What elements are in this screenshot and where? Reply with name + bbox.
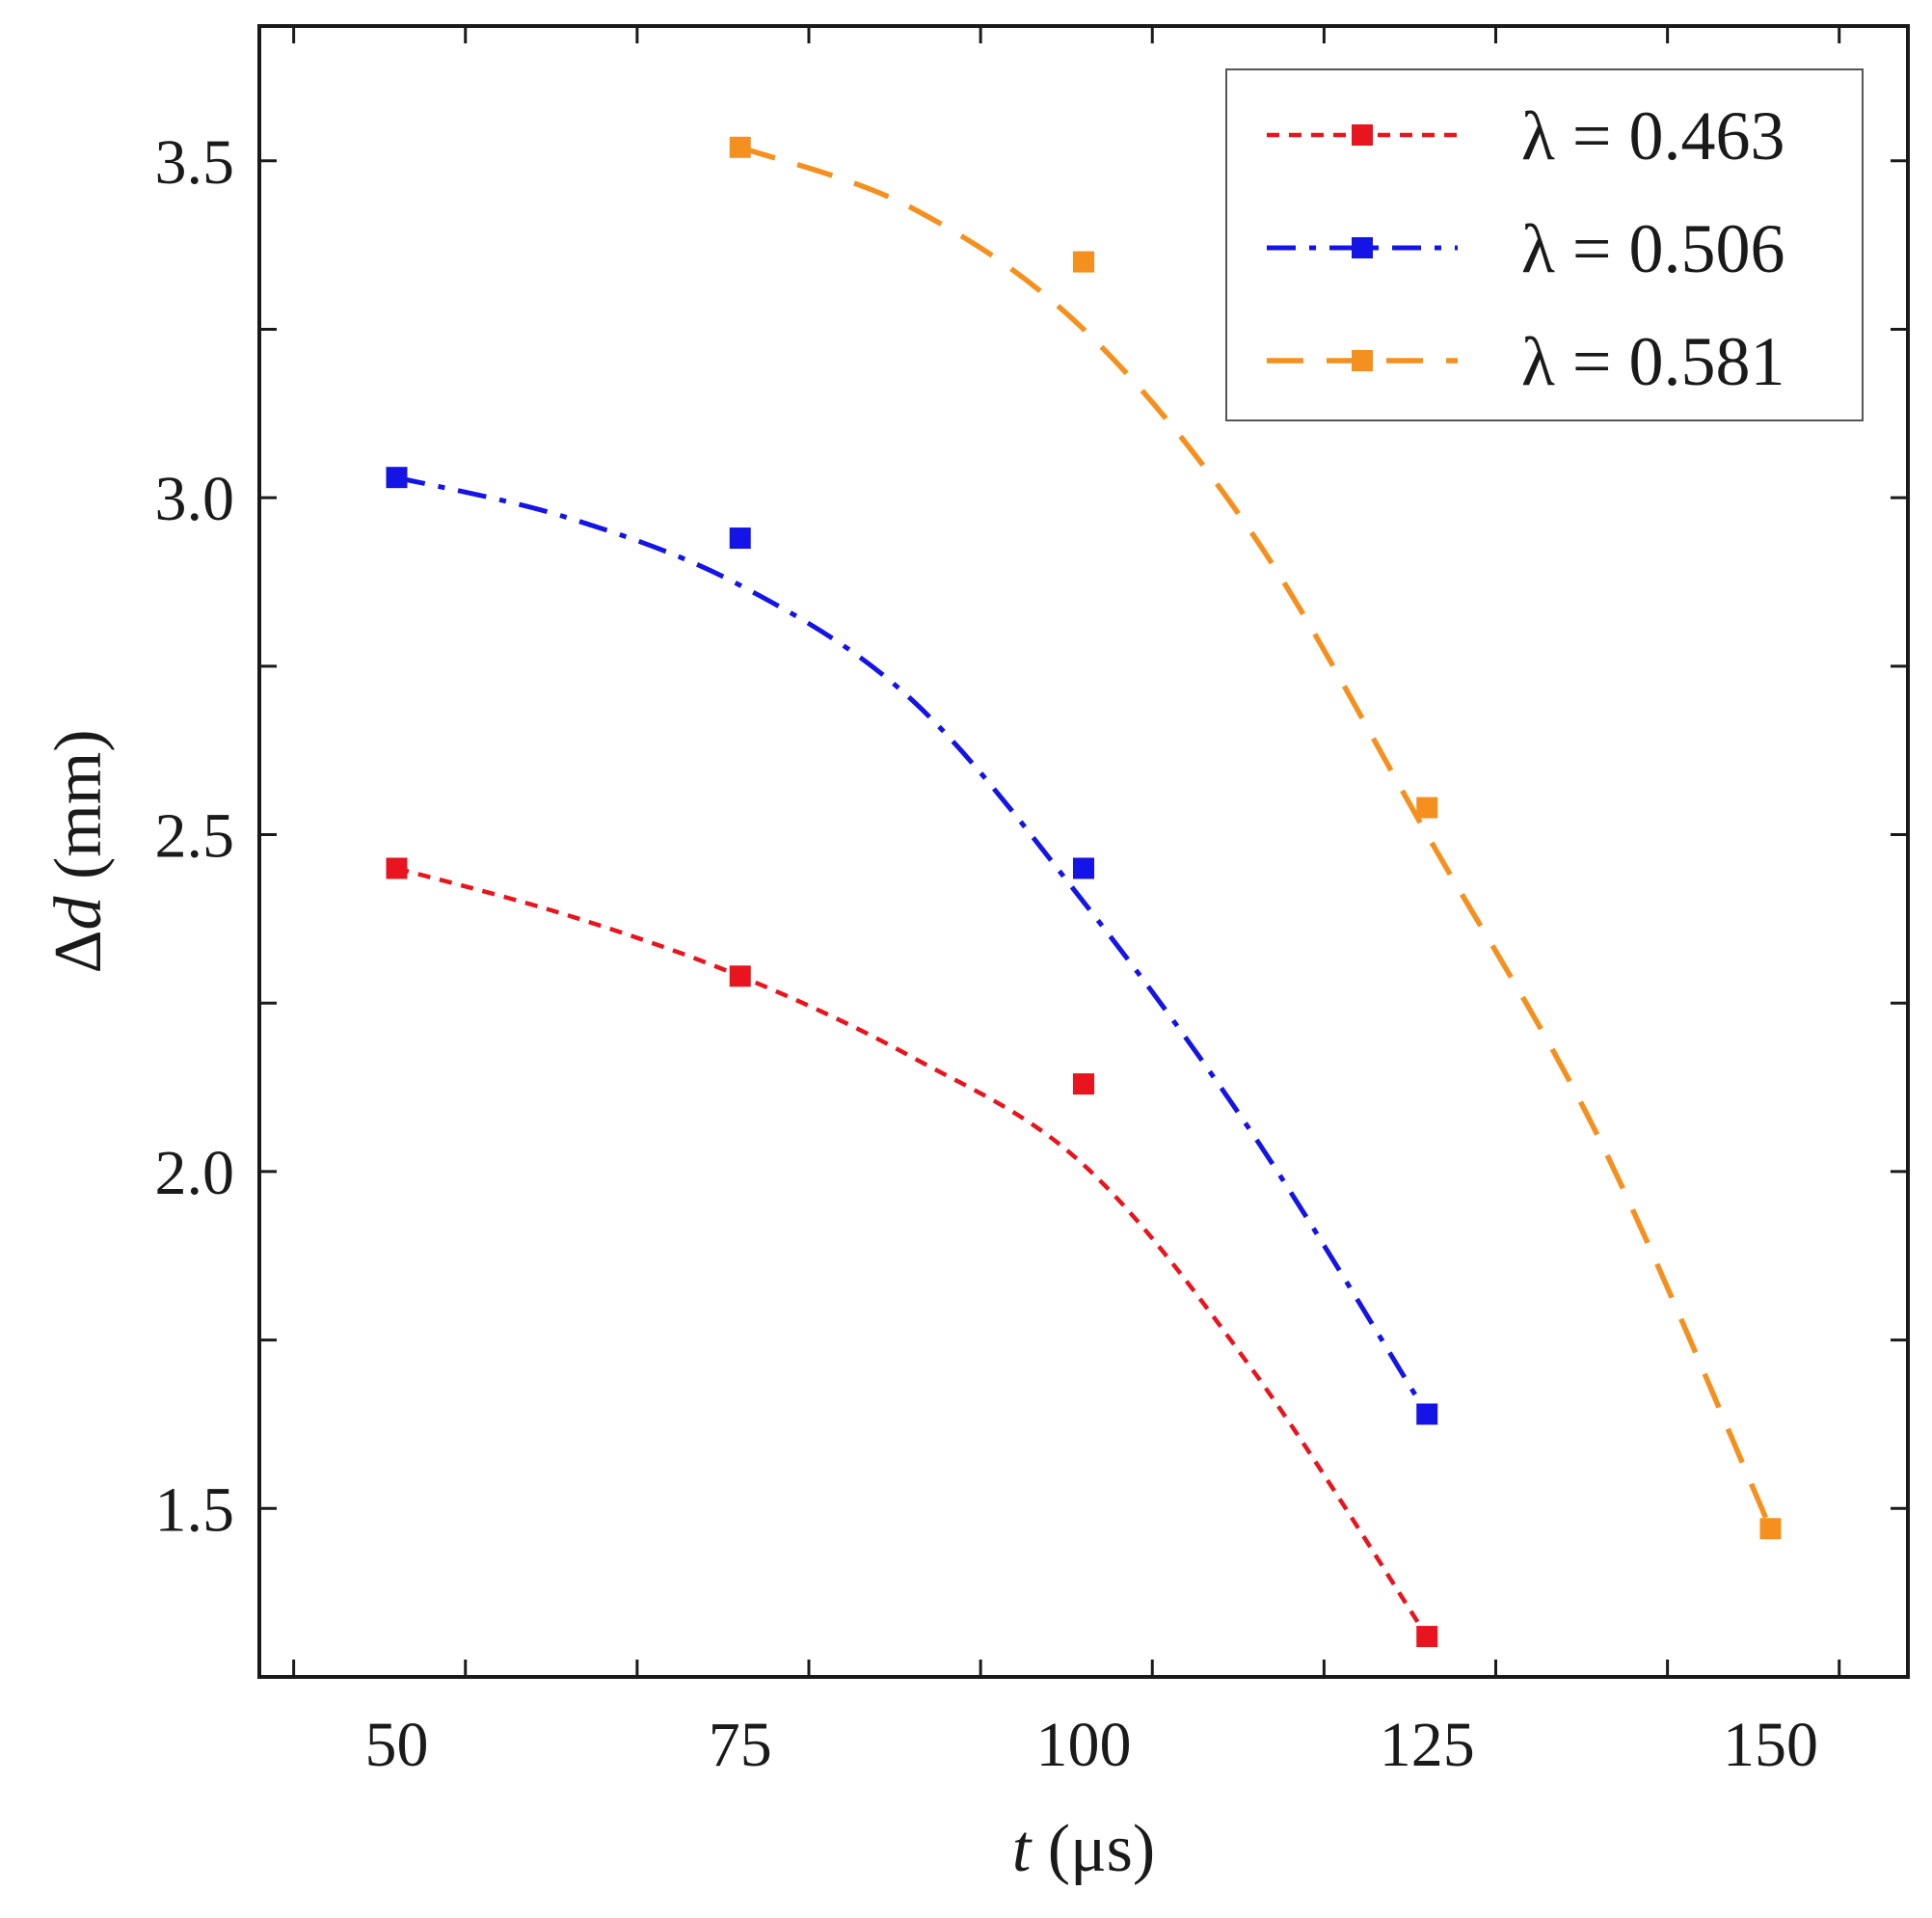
x-tick-label: 150 bbox=[1723, 1710, 1818, 1780]
x-tick-label: 50 bbox=[365, 1710, 429, 1780]
x-tick-label: 125 bbox=[1380, 1710, 1475, 1780]
legend-entry: λ = 0.581 bbox=[1267, 323, 1785, 400]
plot-frame bbox=[257, 24, 1910, 1679]
series-0 bbox=[386, 857, 1438, 1648]
legend-marker-swatch bbox=[1352, 237, 1373, 258]
legend: λ = 0.463 λ = 0.506 λ = 0.581 bbox=[1225, 68, 1864, 421]
data-point-marker bbox=[1073, 857, 1094, 879]
series-fit-line bbox=[395, 866, 1430, 1638]
y-tick-label: 1.5 bbox=[155, 1474, 235, 1545]
data-point-marker bbox=[1073, 1073, 1094, 1095]
series-fit-line bbox=[395, 474, 1430, 1416]
y-tick-label: 2.5 bbox=[155, 801, 235, 872]
series-1 bbox=[386, 467, 1438, 1425]
x-tick-label: 75 bbox=[709, 1710, 772, 1780]
x-axis-title: t (μs) bbox=[1012, 1812, 1155, 1886]
y-tick-label: 2.0 bbox=[155, 1138, 235, 1208]
data-point-marker bbox=[386, 467, 408, 489]
tick-labels: 50 75 100 125 150 1.5 2.0 2.5 3.0 3.5 bbox=[155, 127, 1819, 1780]
legend-marker-swatch bbox=[1352, 350, 1373, 371]
data-point-marker bbox=[1073, 251, 1094, 273]
data-point-marker bbox=[729, 965, 751, 987]
data-point-marker bbox=[386, 857, 408, 879]
x-tick-label: 100 bbox=[1036, 1710, 1132, 1780]
data-point-marker bbox=[729, 527, 751, 550]
data-point-marker bbox=[1416, 1403, 1438, 1425]
data-point-marker bbox=[729, 136, 751, 158]
series-2 bbox=[729, 136, 1782, 1540]
y-tick-label: 3.5 bbox=[155, 127, 235, 198]
y-tick-label: 3.0 bbox=[155, 464, 235, 534]
legend-label: λ = 0.463 bbox=[1521, 97, 1785, 175]
series-layer bbox=[386, 136, 1782, 1648]
data-point-marker bbox=[1416, 1626, 1438, 1648]
legend-entry: λ = 0.506 bbox=[1267, 210, 1785, 287]
legend-marker-swatch bbox=[1352, 124, 1373, 146]
y-axis-title: Δd (mm) bbox=[41, 729, 116, 973]
legend-entry: λ = 0.463 bbox=[1267, 97, 1785, 175]
legend-label: λ = 0.506 bbox=[1521, 210, 1785, 287]
legend-label: λ = 0.581 bbox=[1521, 323, 1785, 400]
data-point-marker bbox=[1759, 1518, 1782, 1540]
data-point-marker bbox=[1416, 797, 1438, 819]
